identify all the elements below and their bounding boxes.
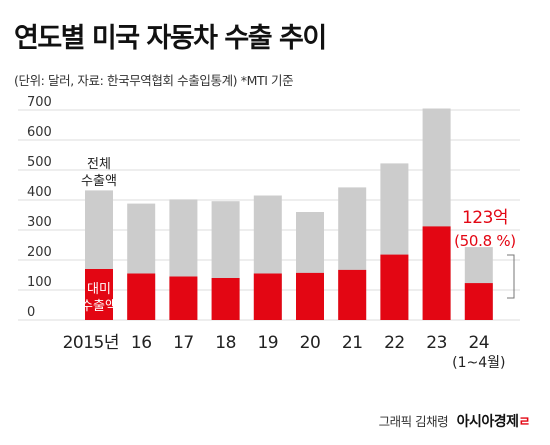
x-tick-sublabel: (1~4월)	[452, 355, 505, 371]
bar-us	[253, 273, 282, 320]
publisher-logo: 아시아경제	[456, 414, 519, 430]
x-tick-label: 2015년	[63, 333, 119, 353]
x-tick-label: 16	[131, 333, 152, 353]
x-tick-label: 20	[300, 333, 321, 353]
bar-us	[464, 283, 493, 320]
x-tick-label: 21	[342, 333, 363, 353]
x-tick-label: 19	[257, 333, 278, 353]
y-tick-label: 600	[27, 125, 52, 140]
y-tick-label: 200	[27, 245, 52, 260]
highlight-bracket	[507, 254, 515, 299]
x-tick-label: 18	[215, 333, 236, 353]
x-tick-label: 17	[173, 333, 194, 353]
publisher-logo-mark: ㄹ	[518, 415, 531, 430]
bar-us	[380, 254, 409, 320]
bar-us	[338, 269, 367, 320]
bar-us	[422, 226, 451, 320]
credit-line: 그래픽 김채령 아시아경제ㄹ	[378, 411, 531, 431]
x-tick-label: 24	[468, 333, 489, 353]
chart-title: 연도별 미국 자동차 수출 추이	[14, 23, 327, 54]
bar-chart: 0 100 200 300 400 500 600 700 2015년 16 17 18 19 20 21 2…	[18, 95, 520, 371]
y-tick-label: 400	[27, 185, 52, 200]
series-label-total: 전체	[87, 157, 111, 172]
highlight-value: 123억	[462, 208, 508, 228]
y-tick-label: 0	[27, 305, 35, 320]
y-tick-label: 100	[27, 275, 52, 290]
chart-subtitle: (단위: 달러, 자료: 한국무역협회 수출입통계) *MTI 기준	[14, 73, 294, 88]
bar-us	[85, 269, 113, 320]
bar-us	[211, 278, 240, 320]
series-label-us: 대미	[87, 282, 111, 297]
series-label-total: 수출액	[81, 174, 117, 189]
x-tick-label: 23	[426, 333, 447, 353]
bar-us	[296, 272, 324, 320]
bar-us	[127, 273, 156, 320]
y-tick-label: 500	[27, 155, 52, 170]
bar-us	[169, 276, 198, 320]
series-label-us: 수출액	[81, 299, 117, 314]
y-tick-label: 700	[27, 95, 52, 110]
graphic-credit: 그래픽 김채령	[378, 414, 449, 429]
y-tick-label: 300	[27, 215, 52, 230]
x-tick-label: 22	[384, 333, 405, 353]
highlight-share: (50.8 %)	[454, 232, 516, 250]
